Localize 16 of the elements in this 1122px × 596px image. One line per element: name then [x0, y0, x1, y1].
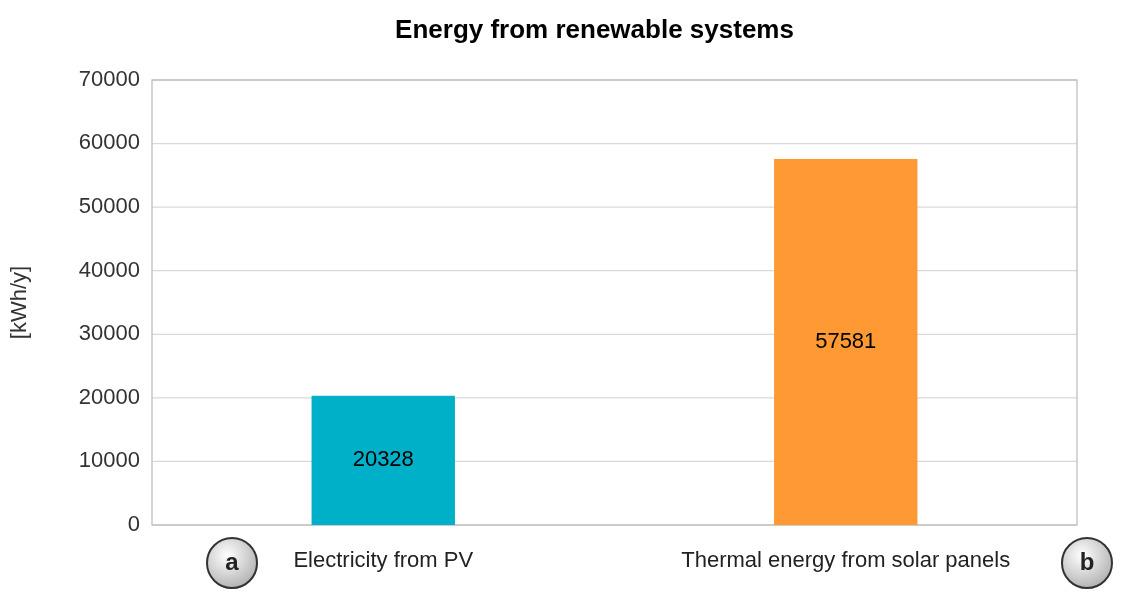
y-tick-label: 10000 [78, 447, 140, 473]
y-tick-label: 20000 [78, 383, 140, 409]
y-tick-label: 70000 [78, 65, 140, 91]
y-tick-label: 30000 [78, 320, 140, 346]
y-tick-label: 60000 [78, 129, 140, 155]
data-label: 57581 [815, 327, 877, 353]
data-label: 20328 [352, 446, 414, 472]
y-tick-label: 50000 [78, 192, 140, 218]
x-tick-label: Electricity from PV [293, 547, 474, 572]
letter-badge: b [1061, 537, 1113, 589]
x-tick-label: Thermal energy from solar panels [681, 547, 1011, 572]
y-axis-title: [kWh/y] [6, 265, 31, 340]
chart-title: Energy from renewable systems [395, 14, 794, 44]
y-tick-label: 40000 [78, 256, 140, 282]
y-tick-label: 0 [127, 510, 140, 536]
letter-badge: a [206, 537, 258, 589]
